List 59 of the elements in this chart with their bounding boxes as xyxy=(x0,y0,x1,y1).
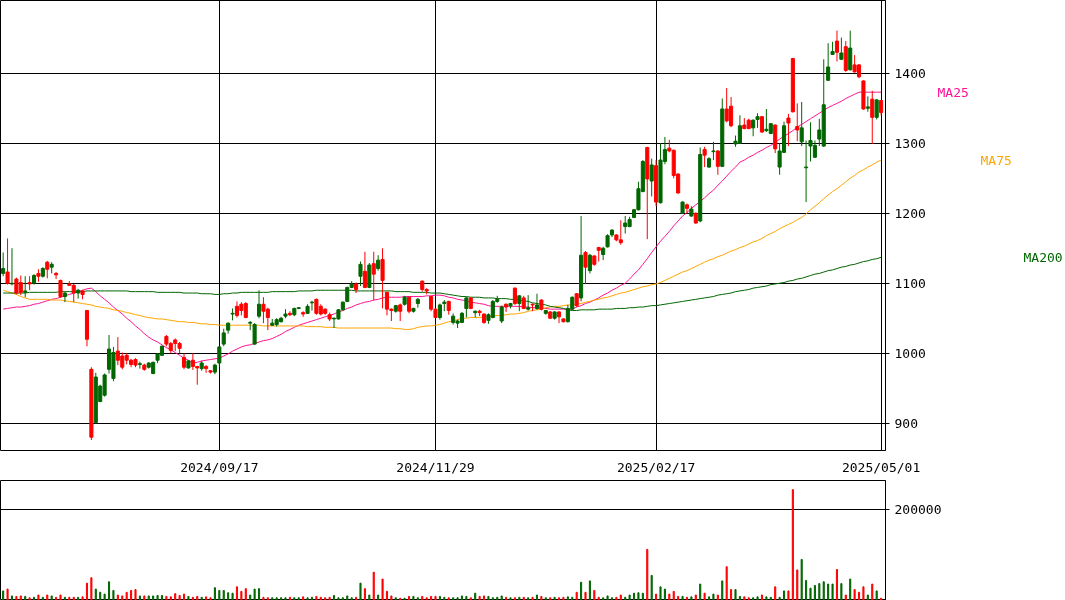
y-tick-label: 200000 xyxy=(894,501,942,517)
candlestick xyxy=(261,296,266,324)
candlestick xyxy=(865,95,870,113)
candlestick xyxy=(252,322,257,346)
candlestick xyxy=(773,123,778,154)
y-tick-label: 1100 xyxy=(894,275,926,291)
candlestick xyxy=(587,253,592,274)
x-tick-label: 2025/02/17 xyxy=(616,459,696,475)
candlestick xyxy=(737,114,742,145)
candlestick xyxy=(137,361,142,370)
candlestick xyxy=(301,310,306,318)
candlestick xyxy=(724,87,729,123)
y-tick-label: 1000 xyxy=(894,345,926,361)
candlestick xyxy=(618,219,623,246)
candlestick xyxy=(367,262,372,289)
candlestick xyxy=(23,275,28,298)
candlestick xyxy=(380,247,385,309)
candlestick xyxy=(874,98,879,120)
candlestick xyxy=(786,113,791,147)
candlestick xyxy=(649,158,654,197)
candlestick xyxy=(711,141,716,161)
candlestick xyxy=(5,237,10,286)
y-tick-label: 1200 xyxy=(894,205,926,221)
x-tick-label: 2024/09/17 xyxy=(180,459,259,475)
candlestick xyxy=(115,336,120,366)
candlestick xyxy=(839,37,844,61)
candlestick xyxy=(826,42,831,82)
candlestick xyxy=(76,288,81,300)
x-tick-label: 2025/05/01 xyxy=(841,459,921,475)
candlestick xyxy=(848,30,853,71)
candlestick xyxy=(371,251,376,301)
candlestick xyxy=(1,251,6,277)
candlestick xyxy=(9,247,15,286)
y-tick-label: 1400 xyxy=(894,65,926,81)
candlestick xyxy=(62,291,67,303)
y-tick-label: 1300 xyxy=(894,135,926,151)
y-tick-label: 900 xyxy=(894,415,918,431)
candlestick xyxy=(751,118,756,137)
candlestick xyxy=(358,261,363,287)
candlestick xyxy=(583,250,588,285)
candlestick xyxy=(190,352,195,371)
candlestick xyxy=(702,146,707,168)
candlestick xyxy=(415,297,420,309)
candlestick xyxy=(715,149,720,176)
x-tick-label: 2024/11/29 xyxy=(396,459,475,475)
candlestick xyxy=(843,40,848,73)
candlestick xyxy=(764,108,769,133)
candlestick xyxy=(601,246,606,261)
text: MA75 xyxy=(980,152,1012,168)
candlestick xyxy=(870,90,875,145)
candlestick xyxy=(217,345,222,368)
text: MA25 xyxy=(937,84,969,100)
candlestick xyxy=(71,283,76,303)
text: MA200 xyxy=(1023,249,1063,265)
candlestick xyxy=(18,275,23,296)
line-series xyxy=(2,159,882,330)
candlestick xyxy=(309,300,315,312)
candlestick xyxy=(795,102,800,142)
candlestick xyxy=(106,334,112,375)
